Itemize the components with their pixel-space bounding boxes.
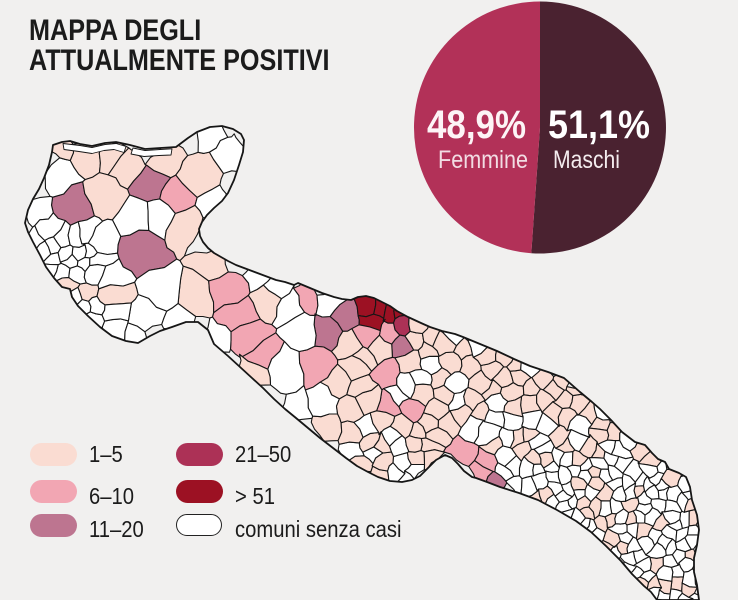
svg-text:Maschi: Maschi	[553, 146, 620, 174]
svg-text:51,1%: 51,1%	[548, 103, 650, 147]
svg-text:48,9%: 48,9%	[427, 103, 526, 147]
svg-text:Femmine: Femmine	[438, 146, 528, 174]
